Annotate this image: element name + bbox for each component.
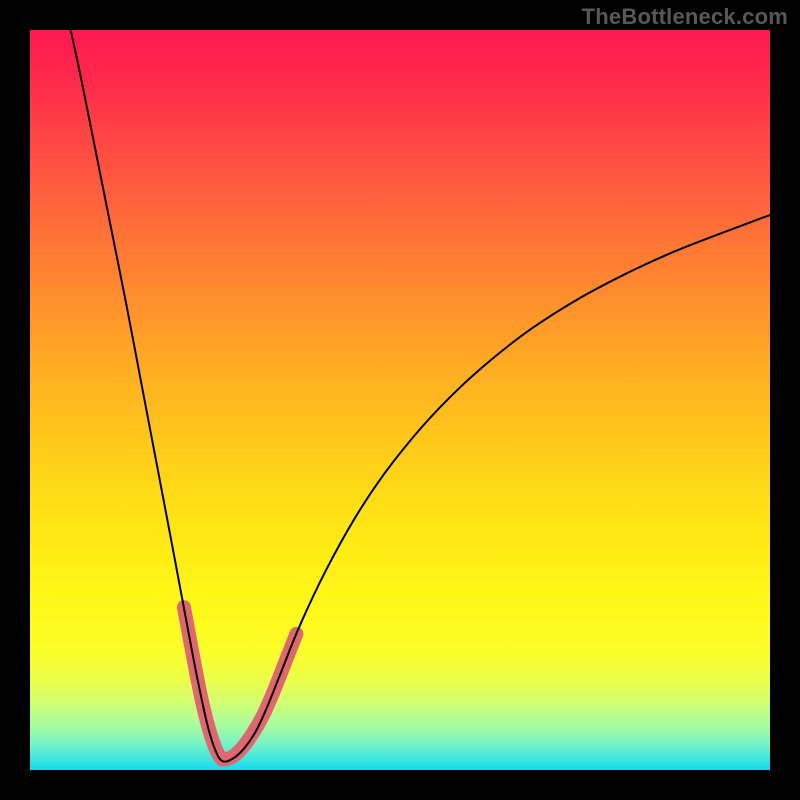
watermark-text: TheBottleneck.com	[582, 4, 788, 30]
chart-background	[30, 30, 770, 770]
chart-svg	[30, 30, 770, 770]
chart-frame: TheBottleneck.com	[0, 0, 800, 800]
plot-area	[30, 30, 770, 770]
